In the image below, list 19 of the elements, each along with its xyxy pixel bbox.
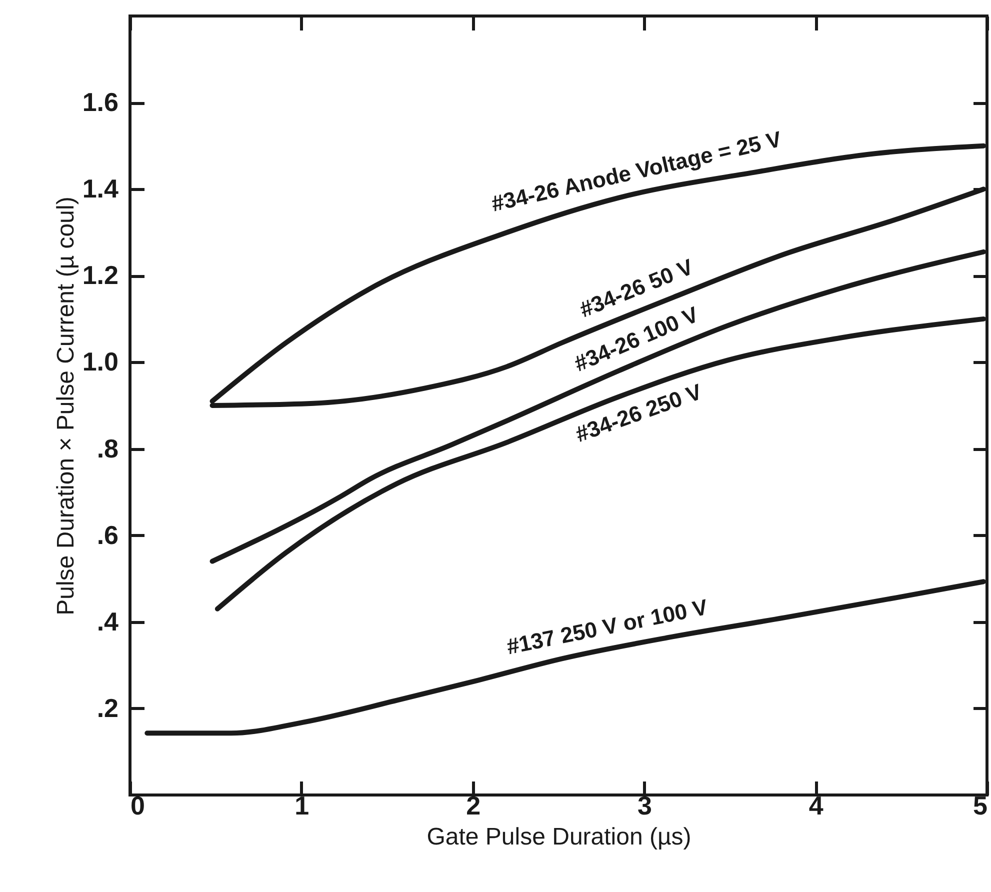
y-tick-label: .4 xyxy=(96,606,120,636)
x-tick-label: 5 xyxy=(973,790,988,820)
x-tick-label: 3 xyxy=(637,790,652,820)
text: #34-26 250 V xyxy=(572,378,706,447)
y-tick-label: 1.0 xyxy=(82,346,118,377)
text: #137 250 V or 100 V xyxy=(504,594,710,660)
y-tick-label: 1.2 xyxy=(82,260,118,290)
y-axis-title: Pulse Duration × Pulse Current (µ coul) xyxy=(52,196,80,616)
x-tick-label: 1 xyxy=(294,790,310,820)
y-tick-label: .8 xyxy=(96,433,118,464)
y-tick-label: 1.4 xyxy=(82,174,120,204)
x-tick-label: 2 xyxy=(466,790,481,820)
y-tick-label: 1.6 xyxy=(82,87,118,118)
x-tick-label: 0 xyxy=(130,790,145,820)
y-tick-label: .2 xyxy=(96,692,118,723)
x-tick-label: 4 xyxy=(808,790,824,820)
x-axis-title: Gate Pulse Duration (µs) xyxy=(426,824,692,850)
text: #34-26 Anode Voltage = 25 V xyxy=(489,126,784,216)
y-tick-label: .6 xyxy=(96,520,118,550)
